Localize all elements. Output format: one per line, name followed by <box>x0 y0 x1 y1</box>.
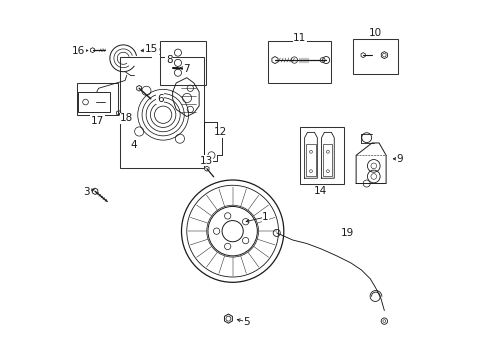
Text: 18: 18 <box>120 113 133 123</box>
Bar <box>323 144 333 176</box>
Text: 12: 12 <box>214 127 227 138</box>
Bar <box>306 144 316 176</box>
Text: 7: 7 <box>183 64 190 74</box>
Text: 3: 3 <box>84 187 90 197</box>
Text: 14: 14 <box>314 186 327 196</box>
Text: 10: 10 <box>369 28 382 38</box>
Bar <box>160 41 206 85</box>
Bar <box>268 41 331 83</box>
Text: 17: 17 <box>91 116 104 126</box>
Text: 8: 8 <box>166 55 172 65</box>
Bar <box>353 39 398 74</box>
Text: 9: 9 <box>396 154 403 164</box>
Text: 1: 1 <box>262 212 269 222</box>
Text: 13: 13 <box>199 156 213 166</box>
Bar <box>77 83 118 115</box>
Text: 6: 6 <box>157 94 164 104</box>
Text: 4: 4 <box>130 140 137 150</box>
Text: 19: 19 <box>341 228 354 238</box>
Bar <box>300 127 344 184</box>
Text: 11: 11 <box>293 33 306 43</box>
Bar <box>78 92 110 112</box>
Text: 15: 15 <box>145 45 158 54</box>
Bar <box>120 57 204 168</box>
Text: 16: 16 <box>72 45 85 55</box>
Text: 5: 5 <box>244 317 250 327</box>
Text: 2: 2 <box>153 47 159 57</box>
